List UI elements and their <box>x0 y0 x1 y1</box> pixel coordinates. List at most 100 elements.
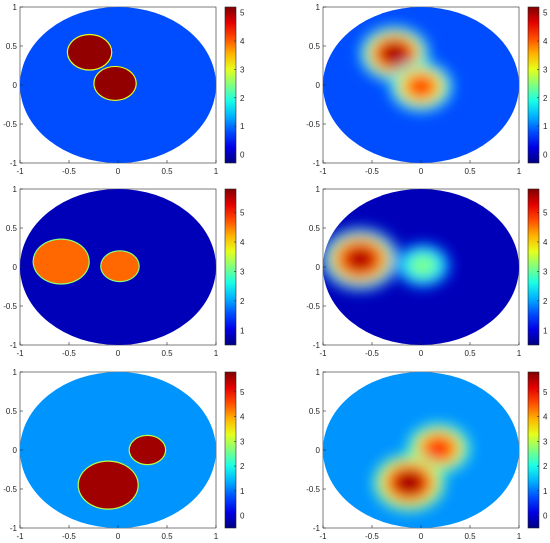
x-tick-label: 0 <box>116 167 121 176</box>
y-tick-label: -0.5 <box>3 120 17 129</box>
colorbar-tick-label: 3 <box>543 267 548 276</box>
colorbar-scale <box>527 188 540 346</box>
colorbar-tick-label: 1 <box>240 122 245 131</box>
colorbar-tick-label: 3 <box>543 65 548 74</box>
colorbar-tick-label: 4 <box>240 413 245 422</box>
colorbar: 5 4 3 2 1 0 <box>527 6 548 164</box>
colorbar-tick-label: 3 <box>240 65 245 74</box>
x-tick-label: -0.5 <box>62 167 76 176</box>
y-tick-label: -0.5 <box>306 120 320 129</box>
colorbar: 5 4 3 2 1 0 <box>224 6 245 164</box>
y-tick-label: 1 <box>13 368 18 377</box>
colorbar-tick-label: 5 <box>240 9 245 18</box>
colorbar: 5 4 3 2 1 0 <box>527 371 548 529</box>
colorbar-tick-label: 2 <box>543 297 548 306</box>
colorbar-tick-label: 1 <box>240 487 245 496</box>
colorbar-tick-label: 4 <box>543 413 548 422</box>
colorbar-tick-label: 0 <box>240 150 245 159</box>
inclusion-2 <box>101 251 139 282</box>
x-tick-label: 0 <box>419 349 424 358</box>
y-tick-label: 0.5 <box>6 42 18 51</box>
colorbar-scale <box>224 188 237 346</box>
inclusion-1 <box>33 239 89 284</box>
y-tick-label: 0.5 <box>6 407 18 416</box>
x-tick-label: -0.5 <box>62 532 76 541</box>
heatmap-panel-1: -1 -0.5 0 0.5 1 1 0.5 0 -0.5 -1 5 4 3 2 1 0 <box>3 3 245 176</box>
x-tick-label: -1 <box>319 167 327 176</box>
y-tick-label: 0.5 <box>6 224 18 233</box>
inclusion-1 <box>427 439 450 458</box>
colorbar-scale <box>224 371 237 529</box>
x-tick-label: -1 <box>16 167 24 176</box>
colorbar-tick-label: 5 <box>240 209 245 218</box>
colorbar-tick-label: 2 <box>240 297 245 306</box>
colorbar-tick-label: 4 <box>543 238 548 247</box>
y-tick-label: -1 <box>10 341 18 350</box>
colorbar-tick-label: 5 <box>543 388 548 397</box>
y-tick-label: -0.5 <box>3 302 17 311</box>
x-tick-label: -1 <box>16 349 24 358</box>
x-tick-label: 0.5 <box>464 532 476 541</box>
colorbar-tick-label: 3 <box>240 437 245 446</box>
colorbar-tick-label: 5 <box>543 209 548 218</box>
y-tick-label: -1 <box>313 341 321 350</box>
x-tick-label: 0.5 <box>161 167 173 176</box>
y-tick-label: 0 <box>13 81 18 90</box>
x-tick-label: -0.5 <box>365 349 379 358</box>
x-tick-label: 1 <box>214 349 219 358</box>
inclusion-2 <box>396 473 422 493</box>
colorbar-tick-label: 0 <box>543 512 548 521</box>
colorbar-tick-label: 3 <box>240 267 245 276</box>
x-tick-label: 1 <box>517 532 522 541</box>
colorbar-scale <box>527 6 540 164</box>
heatmap-panel-2: -1 -0.5 0 0.5 1 1 0.5 0 -0.5 -1 5 4 3 2 1 0 <box>306 3 548 176</box>
y-tick-label: 1 <box>316 368 321 377</box>
heatmap-panel-3: -1 -0.5 0 0.5 1 1 0.5 0 -0.5 -1 5 4 3 2 1 <box>3 185 245 358</box>
colorbar: 5 4 3 2 1 <box>224 188 245 346</box>
y-tick-label: -0.5 <box>306 485 320 494</box>
x-tick-label: 0.5 <box>161 349 173 358</box>
heatmap-panel-5: -1 -0.5 0 0.5 1 1 0.5 0 -0.5 -1 5 4 3 2 1 0 <box>3 368 245 541</box>
x-tick-label: 1 <box>517 349 522 358</box>
y-tick-label: 0.5 <box>309 407 321 416</box>
x-tick-label: -1 <box>16 532 24 541</box>
inclusion-1 <box>68 35 112 70</box>
y-tick-label: 0 <box>13 446 18 455</box>
y-tick-label: 1 <box>316 3 321 12</box>
y-tick-label: -1 <box>10 159 18 168</box>
colorbar-tick-label: 5 <box>543 9 548 18</box>
x-tick-label: 0.5 <box>464 349 476 358</box>
x-tick-label: 1 <box>214 167 219 176</box>
colorbar-scale <box>224 6 237 164</box>
x-tick-label: 0 <box>419 532 424 541</box>
colorbar-tick-label: 4 <box>543 37 548 46</box>
heatmap-panel-4: -1 -0.5 0 0.5 1 1 0.5 0 -0.5 -1 5 4 3 2 1 <box>306 185 548 358</box>
inclusion-2 <box>78 461 138 509</box>
y-tick-label: 1 <box>316 185 321 194</box>
x-tick-label: -1 <box>319 349 327 358</box>
colorbar-tick-label: 2 <box>543 94 548 103</box>
colorbar-tick-label: 3 <box>543 437 548 446</box>
y-tick-label: 1 <box>13 185 18 194</box>
x-tick-label: 0.5 <box>161 532 173 541</box>
colorbar-tick-label: 5 <box>240 388 245 397</box>
colorbar-tick-label: 4 <box>240 37 245 46</box>
inclusion-1 <box>129 435 166 465</box>
y-tick-label: -1 <box>10 524 18 533</box>
x-tick-label: -1 <box>319 532 327 541</box>
x-tick-label: 0.5 <box>464 167 476 176</box>
y-tick-label: 0 <box>316 446 321 455</box>
colorbar-tick-label: 1 <box>240 326 245 335</box>
colorbar-tick-label: 2 <box>240 94 245 103</box>
inclusion-2 <box>410 77 432 96</box>
colorbar-tick-label: 0 <box>543 150 548 159</box>
y-tick-label: 0.5 <box>309 42 321 51</box>
domain-disk <box>20 372 216 528</box>
inclusion-1 <box>382 44 407 64</box>
y-tick-label: -1 <box>313 524 321 533</box>
y-tick-label: -1 <box>313 159 321 168</box>
y-tick-label: 0.5 <box>309 224 321 233</box>
x-tick-label: 0 <box>116 349 121 358</box>
y-tick-label: 0 <box>13 263 18 272</box>
